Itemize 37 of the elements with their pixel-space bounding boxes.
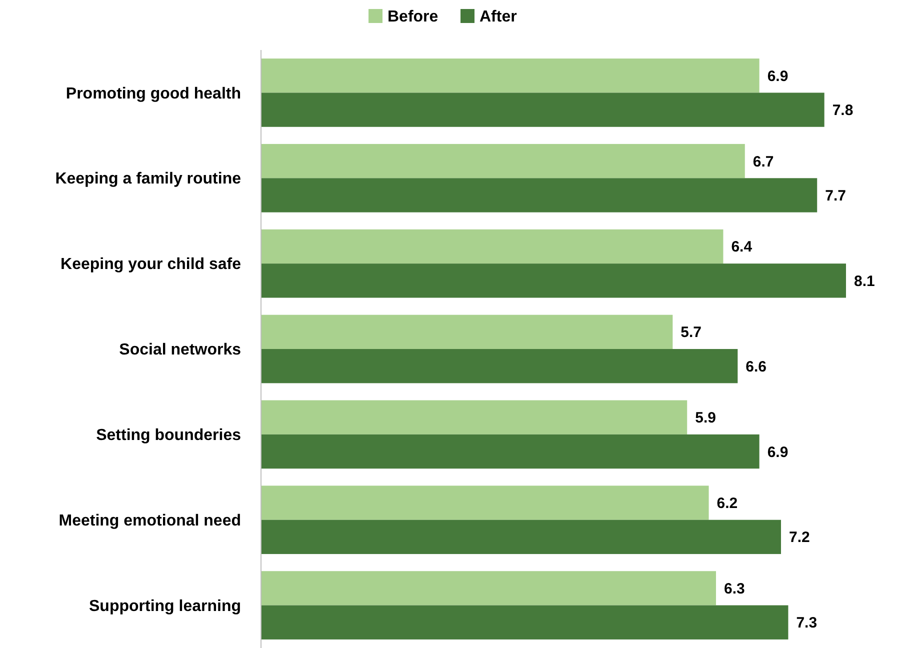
bar [261, 92, 824, 127]
bar [261, 178, 818, 212]
y-tick-label: Supporting learning [89, 598, 241, 615]
y-tick-label: Social networks [119, 342, 242, 359]
data-label: 5.7 [680, 324, 702, 342]
data-label: 6.6 [746, 358, 767, 376]
data-label: 7.8 [832, 102, 854, 120]
data-label: 6.3 [724, 580, 745, 598]
data-label: 6.4 [731, 238, 753, 256]
bar [261, 264, 846, 298]
bar [261, 349, 738, 384]
bar [261, 144, 745, 178]
legend-label: Before [388, 8, 438, 26]
bar [261, 58, 760, 93]
y-tick-label: Setting bounderies [96, 427, 242, 444]
data-label: 6.2 [716, 495, 738, 512]
data-label: 8.1 [854, 272, 875, 290]
bar [261, 520, 781, 554]
bar [261, 605, 788, 640]
y-tick-label: Meeting emotional need [58, 512, 241, 530]
bar [261, 314, 673, 349]
bar [261, 229, 724, 264]
y-tick-label: Keeping your child safe [60, 256, 242, 274]
y-tick-label: Keeping a family routine [55, 170, 242, 188]
data-label: 6.7 [752, 153, 774, 170]
data-label: 7.2 [789, 529, 810, 546]
data-label: 7.3 [796, 614, 818, 632]
data-label: 6.9 [767, 444, 788, 461]
data-label: 6.9 [767, 68, 788, 85]
data-label: 5.9 [695, 410, 716, 427]
data-label: 7.7 [825, 187, 846, 204]
bar [261, 486, 709, 520]
y-tick-label: Promoting good health [66, 85, 241, 102]
bar [261, 400, 688, 434]
bar [261, 434, 760, 469]
legend-label: After [480, 8, 517, 26]
bar [261, 571, 716, 606]
